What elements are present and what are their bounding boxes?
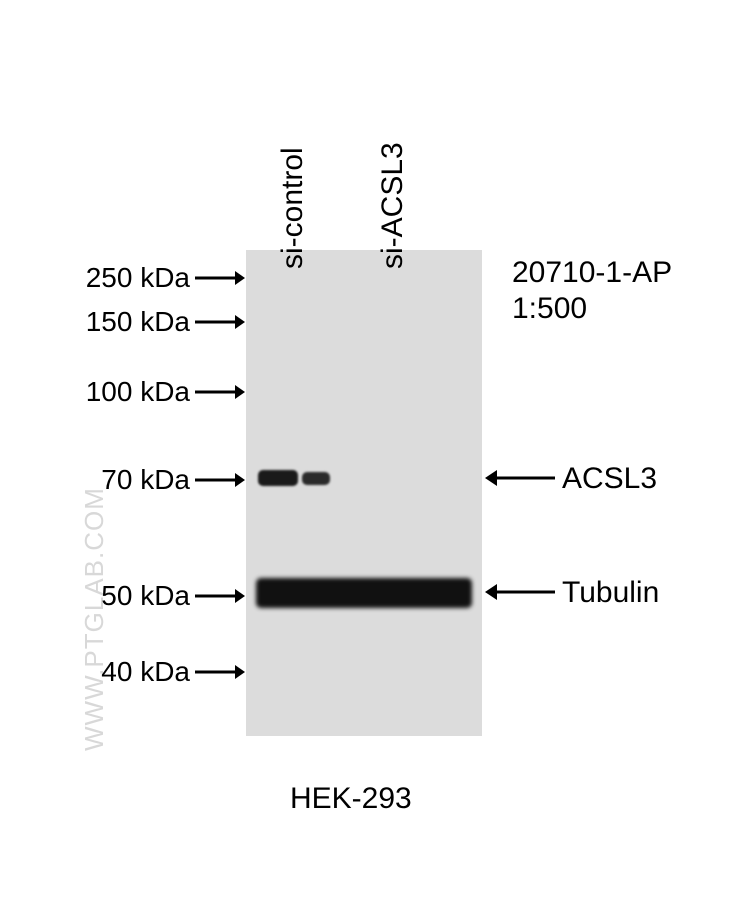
antibody-id: 20710-1-AP [512, 256, 672, 290]
mw-label-70: 70 kDa [70, 464, 190, 496]
lane-label-si-acsl3: si-ACSL3 [376, 142, 410, 269]
mw-label-150: 150 kDa [70, 306, 190, 338]
target-label-tubulin: Tubulin [562, 576, 659, 610]
mw-label-50: 50 kDa [70, 580, 190, 612]
mw-arrow-70 [195, 468, 245, 492]
blot-membrane [246, 250, 482, 736]
antibody-dilution: 1:500 [512, 292, 587, 326]
figure-container: WWW.PTGLAB.COM 250 kDa 150 kDa 100 kDa 7… [0, 0, 749, 903]
watermark-text: WWW.PTGLAB.COM [79, 487, 110, 751]
band-acsl3-control-b [302, 472, 330, 485]
mw-arrow-150 [195, 310, 245, 334]
target-label-acsl3: ACSL3 [562, 462, 657, 496]
mw-arrow-100 [195, 380, 245, 404]
band-acsl3-control-a [258, 470, 298, 486]
mw-label-100: 100 kDa [70, 376, 190, 408]
mw-arrow-50 [195, 584, 245, 608]
arrow-tubulin [485, 580, 555, 604]
lane-label-si-control: si-control [276, 147, 310, 269]
mw-label-40: 40 kDa [70, 656, 190, 688]
mw-label-250: 250 kDa [70, 262, 190, 294]
mw-arrow-250 [195, 266, 245, 290]
mw-arrow-40 [195, 660, 245, 684]
band-tubulin [256, 578, 472, 608]
arrow-acsl3 [485, 466, 555, 490]
cell-line-label: HEK-293 [290, 782, 412, 816]
